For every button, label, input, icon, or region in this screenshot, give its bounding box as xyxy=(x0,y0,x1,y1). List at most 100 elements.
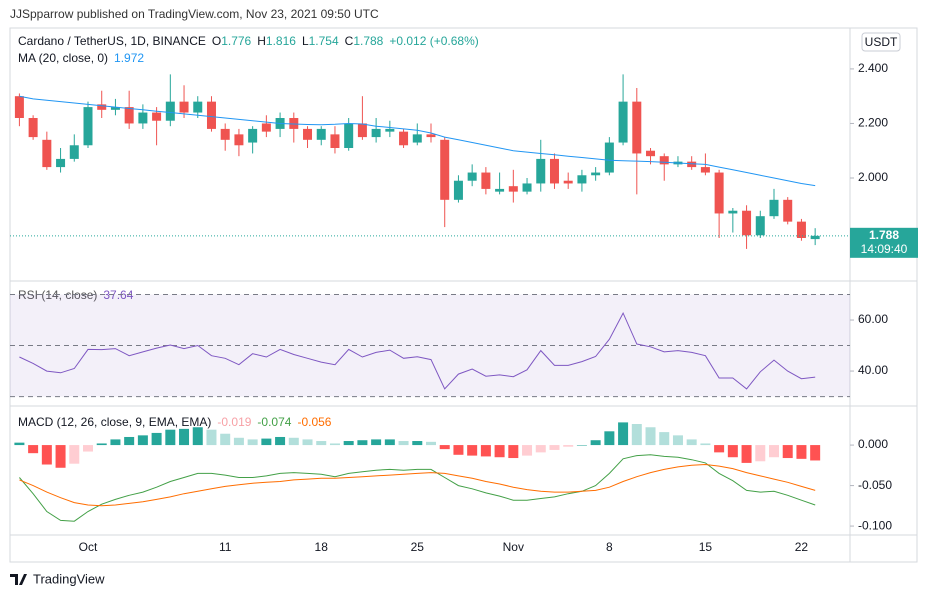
macd-histogram-bar xyxy=(233,437,244,446)
macd-histogram-bar xyxy=(590,440,601,446)
signal-value: -0.056 xyxy=(297,415,331,429)
brand: TradingView xyxy=(33,571,105,586)
candle-body xyxy=(481,172,491,189)
candle-body xyxy=(440,139,450,200)
macd-histogram-bar xyxy=(645,427,656,446)
macd-histogram-bar xyxy=(563,445,574,447)
macd-histogram-bar xyxy=(14,442,25,446)
macd-histogram-bar xyxy=(686,439,697,446)
ohlc-label: L xyxy=(302,34,309,48)
candle-body xyxy=(234,134,244,146)
macd-histogram-bar xyxy=(549,445,560,450)
macd-histogram-bar xyxy=(302,439,313,446)
candle-body xyxy=(700,167,710,173)
candle-body xyxy=(56,158,66,168)
candle-body xyxy=(728,210,738,214)
candle-body xyxy=(14,96,24,118)
macd-histogram-bar xyxy=(261,438,272,446)
candle-body xyxy=(206,101,216,129)
macd-histogram-bar xyxy=(467,445,478,456)
macd-histogram-bar xyxy=(165,429,176,446)
macd-histogram-bar xyxy=(494,445,505,458)
ohlc-value: 1.754 xyxy=(309,34,339,48)
candle-body xyxy=(522,183,532,192)
candle-body xyxy=(687,161,697,168)
ma-name: MA (20, close, 0) xyxy=(18,51,108,65)
macd-histogram-bar xyxy=(659,432,670,446)
ohlc-label: O xyxy=(212,34,221,48)
macd-histogram-bar xyxy=(439,445,450,450)
macd-histogram-bar xyxy=(700,443,711,446)
candle-body xyxy=(152,112,162,121)
macd-histogram-bar xyxy=(384,439,395,446)
y-tick-label: -0.100 xyxy=(858,518,892,532)
candle-body xyxy=(577,175,587,184)
price-label: 1.788 xyxy=(869,228,899,242)
candle-body xyxy=(344,123,354,148)
candle-body xyxy=(659,156,669,165)
candle-body xyxy=(179,101,189,113)
macd-histogram-bar xyxy=(769,445,779,458)
candle-body xyxy=(453,180,463,200)
macd-histogram-bar xyxy=(371,439,382,446)
macd-histogram-bar xyxy=(329,443,340,446)
macd-histogram-bar xyxy=(288,437,299,446)
macd-histogram-bar xyxy=(316,441,327,446)
candle-body xyxy=(357,123,367,138)
macd-histogram-bar xyxy=(357,440,368,446)
macd-hist-value: -0.019 xyxy=(217,415,251,429)
macd-histogram-bar xyxy=(206,429,217,446)
y-tick-label: 40.00 xyxy=(858,363,888,377)
ohlc-label: C xyxy=(345,34,354,48)
candle-body xyxy=(97,104,107,110)
currency[interactable]: USDT xyxy=(865,35,898,49)
candle-body xyxy=(138,112,148,124)
x-tick-label: 25 xyxy=(411,540,425,554)
macd-histogram-bar xyxy=(28,445,39,454)
candle-body xyxy=(110,107,120,110)
x-tick-label: 11 xyxy=(219,540,232,554)
candle-body xyxy=(536,158,546,184)
candle-body xyxy=(796,221,806,238)
macd-histogram-bar xyxy=(137,435,148,446)
y-tick-label: 2.200 xyxy=(858,116,888,130)
main-legend: Cardano / TetherUS, 1D, BINANCE O1.776 H1.… xyxy=(18,34,479,48)
candle-body xyxy=(467,172,477,181)
macd-histogram-bar xyxy=(110,439,121,446)
macd-histogram-bar xyxy=(426,441,436,446)
macd-histogram-bar xyxy=(810,445,821,461)
macd-histogram-bar xyxy=(412,441,423,446)
candle-body xyxy=(495,188,505,192)
candle-body xyxy=(330,134,340,148)
candle-body xyxy=(289,118,299,129)
ohlc-value: 1.816 xyxy=(266,34,296,48)
macd-histogram-bar xyxy=(522,445,533,456)
price-label-box xyxy=(850,227,918,258)
candle-body xyxy=(783,199,793,222)
candle-body xyxy=(303,128,313,140)
macd-histogram-bar xyxy=(796,445,807,459)
macd-histogram-bar xyxy=(192,427,203,446)
macd-histogram-bar xyxy=(69,445,80,464)
ohlc-label: H xyxy=(257,34,266,48)
macd-histogram-bar xyxy=(96,443,107,446)
y-tick-label: -0.050 xyxy=(858,478,892,492)
ma-line xyxy=(19,95,816,187)
macd-histogram-bar xyxy=(508,445,519,459)
macd-histogram-bar xyxy=(398,441,409,446)
candle-body xyxy=(28,118,38,138)
macd-histogram-bar xyxy=(755,445,766,462)
currency-button[interactable] xyxy=(861,32,901,52)
macd-histogram-bar xyxy=(535,445,546,453)
macd-histogram-bar xyxy=(480,445,491,457)
macd-line xyxy=(19,454,816,522)
time-axis xyxy=(9,534,918,563)
macd-legend: MACD (12, 26, close, 9, EMA, EMA) -0.019-… xyxy=(18,415,332,429)
candle-body xyxy=(261,123,271,132)
candle-body xyxy=(742,210,752,236)
macd-histogram-bar xyxy=(618,422,629,446)
candle-body xyxy=(426,134,436,138)
x-tick-label: 22 xyxy=(795,540,809,554)
candle-body xyxy=(371,128,381,138)
rsi-line xyxy=(19,311,816,390)
